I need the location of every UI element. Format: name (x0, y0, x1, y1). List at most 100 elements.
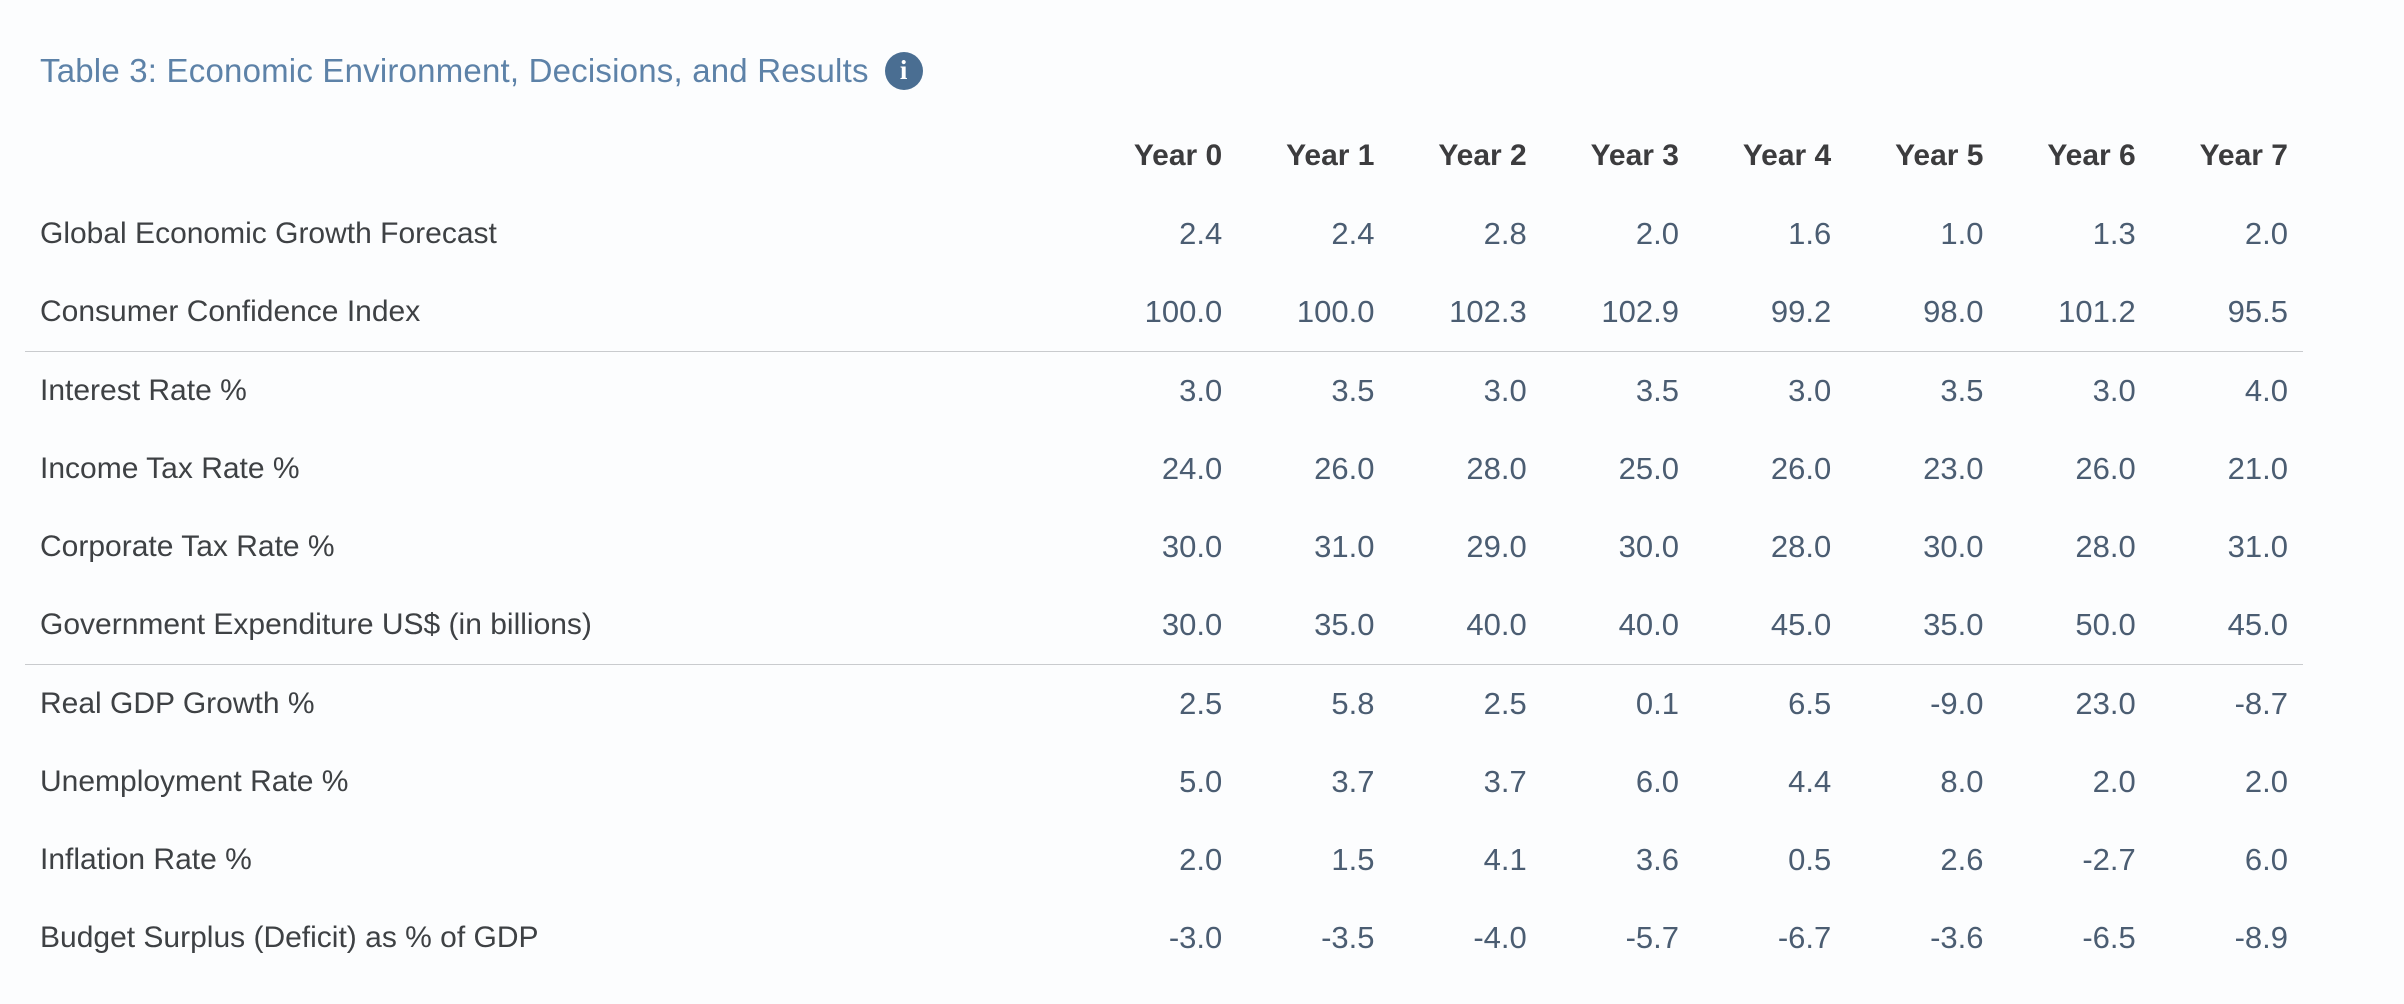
info-circle-icon[interactable]: i (884, 52, 923, 90)
value-cell: 95.5 (2227, 294, 2288, 329)
column-header-year: Year 7 (2199, 139, 2288, 172)
value-cell: 30.0 (1161, 607, 1223, 642)
value-cell: 3.0 (1179, 373, 1223, 408)
value-cell: 26.0 (1314, 451, 1375, 486)
column-header-year: Year 5 (1895, 139, 1984, 172)
value-cell: 3.7 (1483, 764, 1527, 799)
column-header-year: Year 1 (1286, 139, 1375, 172)
value-cell: 45.0 (2227, 607, 2288, 642)
value-cell: 0.1 (1635, 686, 1679, 721)
column-header-year: Year 0 (1133, 139, 1223, 172)
column-header-year: Year 6 (2047, 139, 2136, 172)
value-cell: 6.0 (1635, 764, 1679, 799)
table-row: Unemployment Rate % 5.0 3.7 3.7 6.0 4.4 8.0 2.0… (25, 743, 2303, 821)
value-cell: 100.0 (1296, 294, 1375, 329)
table-section-results: Real GDP Growth % 2.5 5.8 2.5 0.1 6.5 -9.0 23.0… (25, 664, 2303, 977)
value-cell: 30.0 (1618, 529, 1679, 564)
value-cell: 3.7 (1331, 764, 1375, 799)
value-cell: 0.5 (1788, 842, 1832, 877)
value-cell: 3.0 (1483, 373, 1527, 408)
value-cell: -4.0 (1473, 920, 1527, 955)
value-cell: 99.2 (1770, 294, 1832, 329)
value-cell: -3.5 (1321, 920, 1375, 955)
value-cell: 4.0 (2244, 373, 2288, 408)
value-cell: 40.0 (1466, 607, 1527, 642)
table-row: Inflation Rate % 2.0 1.5 4.1 3.6 0.5 2.6 -2.7 6.… (25, 821, 2303, 899)
value-cell: 28.0 (1770, 529, 1832, 564)
value-cell: -8.7 (2234, 686, 2288, 721)
value-cell: 4.4 (1788, 764, 1832, 799)
value-cell: -3.6 (1930, 920, 1984, 955)
table-row: Corporate Tax Rate % 30.0 31.0 29.0 30.0 28.0… (25, 508, 2303, 586)
value-cell: 8.0 (1940, 764, 1984, 799)
value-cell: 23.0 (1923, 451, 1984, 486)
row-label: Unemployment Rate % (40, 765, 349, 798)
value-cell: 45.0 (1770, 607, 1832, 642)
value-cell: 2.0 (2092, 764, 2136, 799)
value-cell: 2.0 (1179, 842, 1223, 877)
row-label: Consumer Confidence Index (40, 295, 421, 328)
table-body: Global Economic Growth Forecast 2.4 2.4 2.8… (25, 195, 2303, 977)
value-cell: 2.0 (2244, 216, 2288, 251)
value-cell: 35.0 (1314, 607, 1375, 642)
row-label: Global Economic Growth Forecast (40, 217, 497, 250)
table-section-economic-environment: Global Economic Growth Forecast 2.4 2.4 2.8… (25, 195, 2303, 351)
table-section-decisions: Interest Rate % 3.0 3.5 3.0 3.5 3.0 3.5 3.0 4.0 I… (25, 351, 2303, 664)
value-cell: 25.0 (1618, 451, 1679, 486)
value-cell: 29.0 (1466, 529, 1527, 564)
value-cell: -5.7 (1625, 920, 1679, 955)
value-cell: 21.0 (2227, 451, 2288, 486)
value-cell: 26.0 (1770, 451, 1832, 486)
table-row: Consumer Confidence Index 100.0 100.0 102.3… (25, 273, 2303, 351)
value-cell: 30.0 (1923, 529, 1984, 564)
value-cell: 3.0 (1788, 373, 1832, 408)
value-cell: 3.0 (2092, 373, 2136, 408)
value-cell: 3.5 (1940, 373, 1984, 408)
info-icon-glyph: i (899, 54, 908, 85)
value-cell: 50.0 (2075, 607, 2136, 642)
value-cell: 40.0 (1618, 607, 1679, 642)
table-title-row: Table 3: Economic Environment, Decisions… (40, 52, 923, 90)
table-row: Real GDP Growth % 2.5 5.8 2.5 0.1 6.5 -9.0 23.0… (25, 665, 2303, 743)
value-cell: 4.1 (1483, 842, 1527, 877)
economic-results-table: Year 0 Year 1 Year 2 Year 3 Year 4 Year 5 Year… (25, 117, 2303, 977)
value-cell: 23.0 (2075, 686, 2136, 721)
value-cell: 2.4 (1179, 216, 1223, 251)
value-cell: 1.3 (2092, 216, 2136, 251)
value-cell: 5.0 (1179, 764, 1223, 799)
value-cell: 3.6 (1635, 842, 1679, 877)
value-cell: -2.7 (2082, 842, 2136, 877)
value-cell: 2.4 (1331, 216, 1375, 251)
table-row: Budget Surplus (Deficit) as % of GDP -3.0… (25, 899, 2303, 977)
value-cell: 2.8 (1483, 216, 1527, 251)
value-cell: 5.8 (1331, 686, 1375, 721)
value-cell: 101.2 (2058, 294, 2136, 329)
value-cell: 2.0 (2244, 764, 2288, 799)
row-label: Budget Surplus (Deficit) as % of GDP (40, 921, 539, 954)
value-cell: 6.0 (2244, 842, 2288, 877)
table-row: Global Economic Growth Forecast 2.4 2.4 2.8… (25, 195, 2303, 273)
value-cell: 3.5 (1635, 373, 1679, 408)
row-label: Interest Rate % (40, 374, 247, 407)
value-cell: 6.5 (1788, 686, 1832, 721)
row-label: Real GDP Growth % (40, 687, 315, 720)
page-title: Table 3: Economic Environment, Decisions… (40, 52, 869, 89)
value-cell: 1.6 (1788, 216, 1832, 251)
value-cell: 31.0 (2227, 529, 2288, 564)
value-cell: -6.7 (1777, 920, 1832, 955)
value-cell: 24.0 (1161, 451, 1223, 486)
column-header-year: Year 2 (1438, 139, 1527, 172)
value-cell: -3.0 (1168, 920, 1223, 955)
value-cell: 31.0 (1314, 529, 1375, 564)
value-cell: 1.5 (1331, 842, 1375, 877)
value-cell: 2.6 (1940, 842, 1984, 877)
row-label: Government Expenditure US$ (in billions) (40, 608, 592, 641)
value-cell: 1.0 (1940, 216, 1984, 251)
value-cell: -6.5 (2082, 920, 2136, 955)
value-cell: 28.0 (1466, 451, 1527, 486)
column-header-year: Year 4 (1742, 139, 1832, 172)
value-cell: 3.5 (1331, 373, 1375, 408)
value-cell: 102.9 (1601, 294, 1679, 329)
table-row: Income Tax Rate % 24.0 26.0 28.0 25.0 26.0 23.… (25, 430, 2303, 508)
value-cell: 100.0 (1144, 294, 1223, 329)
